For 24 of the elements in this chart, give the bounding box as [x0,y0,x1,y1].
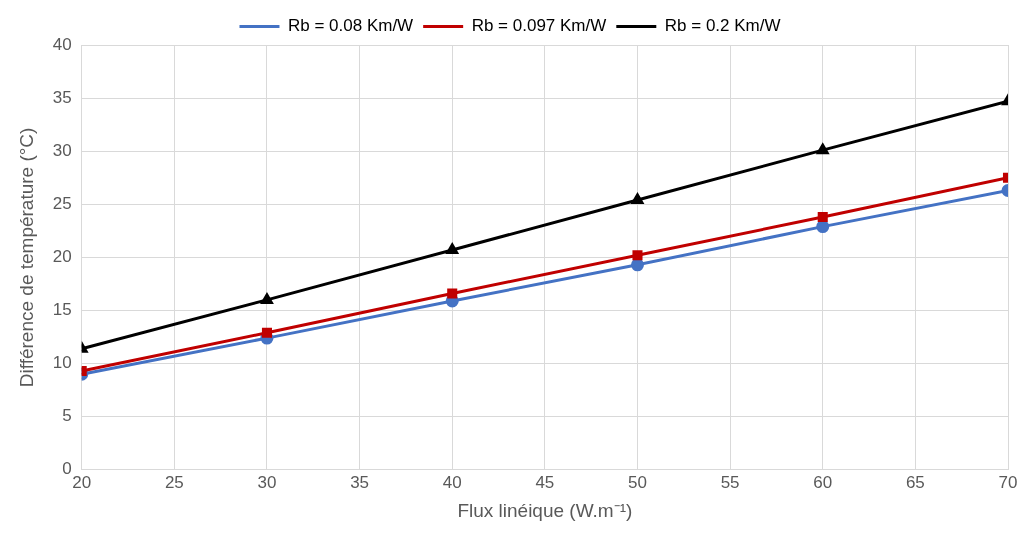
x-tick-label: 45 [535,472,555,492]
x-tick-label: 30 [257,472,277,492]
y-tick-label: 10 [52,353,72,373]
x-tick-label: 35 [350,472,370,492]
x-axis-title: Flux linéique (W.m⁻¹) [457,499,633,521]
x-tick-label: 70 [998,472,1018,492]
y-tick-label: 40 [52,34,72,54]
y-tick-label: 15 [52,300,72,320]
x-tick-label: 65 [905,472,925,492]
legend-label: Rb = 0.097 Km/W [471,16,607,36]
legend-label: Rb = 0.08 Km/W [287,16,414,36]
x-tick-label: 60 [813,472,833,492]
y-tick-label: 20 [52,247,72,267]
y-axis-title: Différence de température (°C) [15,127,37,388]
y-tick-label: 25 [52,193,72,213]
y-tick-label: 35 [52,87,72,107]
legend-label: Rb = 0.2 Km/W [664,16,781,36]
y-tick-label: 5 [62,406,72,426]
x-tick-label: 50 [628,472,647,492]
y-tick-label: 30 [52,140,72,160]
x-tick-label: 55 [720,472,740,492]
x-tick-label: 25 [164,472,184,492]
y-tick-label: 0 [62,459,72,479]
x-tick-label: 40 [442,472,462,492]
